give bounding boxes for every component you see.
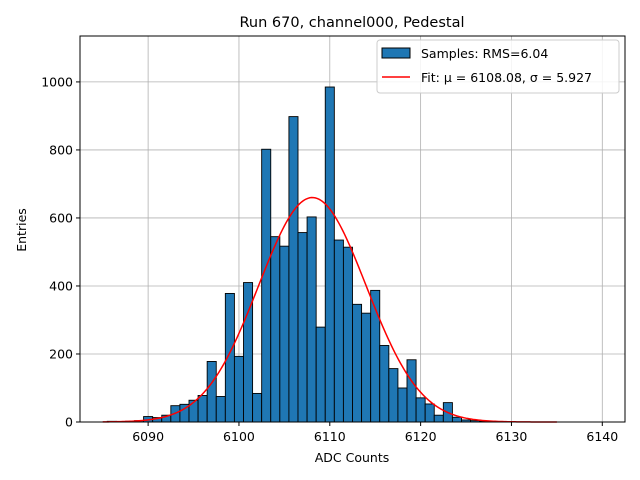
histogram-bar [279,245,290,423]
histogram-bar [261,148,272,423]
x-tick-label: 6140 [586,429,618,444]
x-tick-label: 6110 [314,429,346,444]
histogram-bars [106,86,499,423]
x-tick-label: 6100 [223,429,255,444]
legend-label-samples: Samples: RMS=6.04 [421,46,548,61]
legend-label-fit: Fit: μ = 6108.08, σ = 5.927 [421,70,592,85]
legend: Samples: RMS=6.04 Fit: μ = 6108.08, σ = … [376,39,620,94]
histogram-bar [197,395,208,423]
histogram-bar [451,416,462,423]
histogram-bar [406,359,417,423]
histogram-bar [397,387,408,423]
histogram-bar [315,326,326,423]
histogram-bar [206,361,217,423]
chart-title: Run 670, channel000, Pedestal [239,15,464,31]
y-tick-label: 800 [49,142,73,157]
histogram-bar [252,392,263,423]
y-axis-label: Entries [14,208,29,252]
histogram-bar [379,345,390,423]
histogram-bar [215,396,226,423]
x-tick-label: 6120 [405,429,437,444]
histogram-bar [361,312,372,423]
legend-box [376,39,620,94]
y-axis-ticks: 0 200 400 600 800 1000 [41,74,80,430]
histogram-bar [415,397,426,423]
legend-swatch-samples [381,47,411,59]
histogram-bar [342,246,353,423]
histogram-bar [306,216,317,423]
y-tick-label: 0 [65,415,73,430]
histogram-bar [333,239,344,423]
gaussian-fit-curve [102,196,557,423]
x-tick-label: 6130 [496,429,528,444]
histogram-bar [288,116,299,423]
histogram-bar [433,414,444,423]
y-tick-label: 1000 [41,74,73,89]
histogram-bar [424,403,435,423]
x-axis-ticks: 6090 6100 6110 6120 6130 6140 [132,422,618,444]
histogram-bar [297,232,308,423]
y-tick-label: 600 [49,210,73,225]
y-tick-label: 400 [49,278,73,293]
y-tick-label: 200 [49,346,73,361]
histogram-bar [388,368,399,423]
histogram-bar [324,86,335,423]
x-axis-label: ADC Counts [315,450,390,465]
plot-frame [79,35,626,423]
histogram-bar [233,355,244,423]
histogram-bar [188,399,199,423]
histogram-bar [352,303,363,423]
histogram-bar [270,236,281,423]
x-tick-label: 6090 [132,429,164,444]
